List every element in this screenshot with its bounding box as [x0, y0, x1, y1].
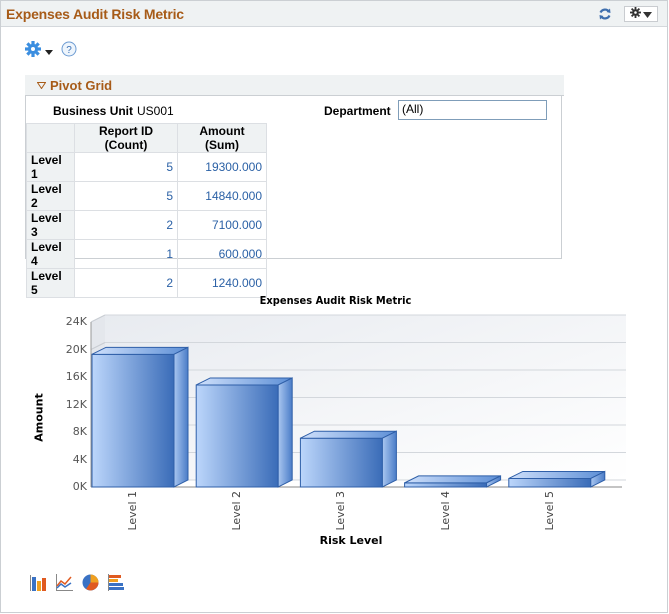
y-axis-label: Amount [32, 393, 46, 442]
y-tick-label: 8K [72, 425, 87, 438]
count-cell[interactable]: 5 [74, 181, 178, 211]
amount-cell[interactable]: 19300.000 [177, 152, 267, 182]
row-header: Level 2 [26, 181, 75, 211]
x-axis-label: Risk Level [319, 534, 383, 547]
count-cell[interactable]: 2 [74, 210, 178, 240]
y-tick-label: 20K [65, 342, 87, 356]
y-tick-label: 12K [65, 397, 87, 411]
pivot-grid-header[interactable]: Pivot Grid [25, 75, 564, 96]
chevron-down-icon [643, 7, 652, 21]
table-row: Level 2 5 14840.000 [26, 181, 267, 211]
department-input[interactable]: (All) [398, 100, 547, 120]
department-label: Department [324, 104, 391, 118]
dropdown-arrow-icon[interactable] [45, 44, 53, 58]
column-header-count: Report ID (Count) [74, 123, 178, 153]
row-header: Level 5 [26, 268, 75, 298]
row-header: Level 1 [26, 152, 75, 182]
pivot-table: Report ID (Count) Amount (Sum) Level 1 5… [26, 123, 267, 298]
y-tick-label: 24K [65, 315, 87, 328]
amount-cell[interactable]: 14840.000 [177, 181, 267, 211]
help-icon[interactable]: ? [61, 41, 77, 60]
gear-icon[interactable] [25, 41, 41, 60]
row-header: Level 4 [26, 239, 75, 269]
table-header-row: Report ID (Count) Amount (Sum) [26, 123, 267, 153]
pivot-grid-section: Pivot Grid Business Unit US001 Departmen… [25, 75, 564, 298]
collapse-triangle-icon[interactable] [37, 82, 46, 89]
table-row: Level 4 1 600.000 [26, 239, 267, 269]
column-header-amount: Amount (Sum) [177, 123, 267, 153]
count-cell[interactable]: 1 [74, 239, 178, 269]
amount-cell[interactable]: 7100.000 [177, 210, 267, 240]
pivot-toolbar: ? [25, 41, 77, 60]
table-row: Level 5 2 1240.000 [26, 268, 267, 298]
horizontal-bar-chart-icon[interactable] [108, 574, 125, 591]
chart-title: Expenses Audit Risk Metric [259, 294, 412, 307]
gear-icon [630, 7, 641, 21]
corner-header [26, 123, 75, 153]
count-cell[interactable]: 2 [74, 268, 178, 298]
table-row: Level 1 5 19300.000 [26, 152, 267, 182]
line-chart-icon[interactable] [56, 574, 73, 591]
count-cell[interactable]: 5 [74, 152, 178, 182]
chart-area: Expenses Audit Risk Metric 0K 4K 8K 12K 16K 2… [1, 286, 669, 556]
pie-chart-icon[interactable] [82, 574, 99, 591]
amount-cell[interactable]: 600.000 [177, 239, 267, 269]
pivot-grid-title: Pivot Grid [50, 78, 113, 93]
pagelet-settings-button[interactable] [624, 6, 658, 22]
row-header: Level 3 [26, 210, 75, 240]
bar-chart [90, 314, 626, 488]
table-row: Level 3 2 7100.000 [26, 210, 267, 240]
y-tick-label: 16K [65, 370, 87, 383]
pagelet-header: Expenses Audit Risk Metric [1, 1, 667, 27]
y-tick-label: 4K [72, 452, 87, 466]
chart-type-selector [30, 574, 125, 591]
pagelet-title: Expenses Audit Risk Metric [6, 6, 184, 22]
refresh-icon[interactable] [598, 7, 612, 21]
svg-text:?: ? [66, 45, 72, 56]
y-tick-label: 0K [72, 480, 87, 493]
business-unit-value: US001 [137, 104, 174, 118]
business-unit-label: Business Unit [53, 104, 134, 118]
amount-cell[interactable]: 1240.000 [177, 268, 267, 298]
bar-chart-icon[interactable] [30, 574, 47, 591]
